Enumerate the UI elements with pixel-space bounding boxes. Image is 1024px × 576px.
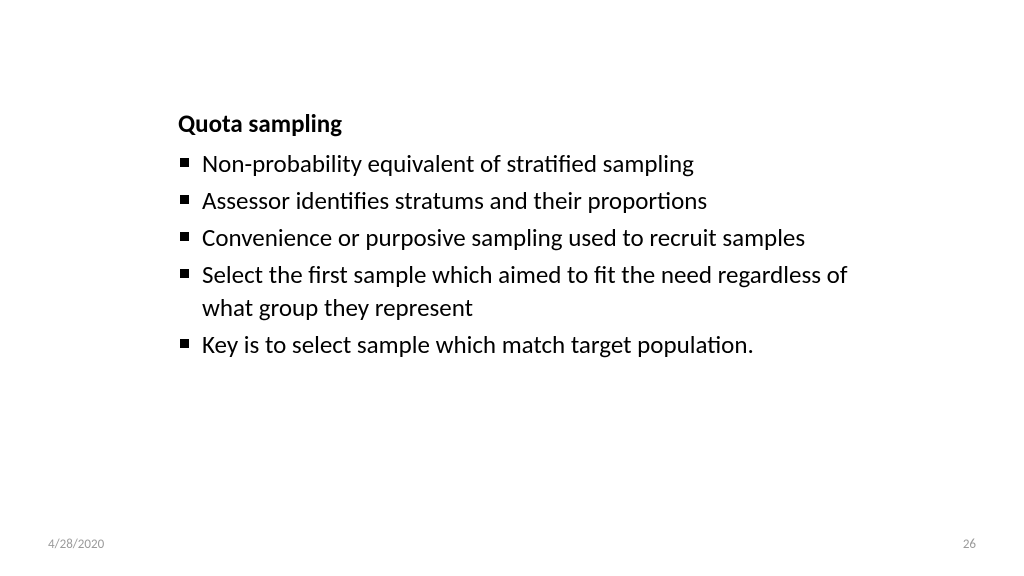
bullet-list: Non-probability equivalent of stratified… bbox=[178, 147, 858, 361]
footer-date: 4/28/2020 bbox=[48, 537, 104, 552]
list-item: Select the first sample which aimed to f… bbox=[178, 258, 858, 324]
list-item: Assessor identifies stratums and their p… bbox=[178, 184, 858, 217]
list-item: Key is to select sample which match targ… bbox=[178, 328, 858, 361]
slide-heading: Quota sampling bbox=[178, 108, 858, 141]
slide-content: Quota sampling Non-probability equivalen… bbox=[178, 108, 858, 365]
list-item: Convenience or purposive sampling used t… bbox=[178, 221, 858, 254]
list-item: Non-probability equivalent of stratified… bbox=[178, 147, 858, 180]
footer-page-number: 26 bbox=[963, 537, 976, 552]
